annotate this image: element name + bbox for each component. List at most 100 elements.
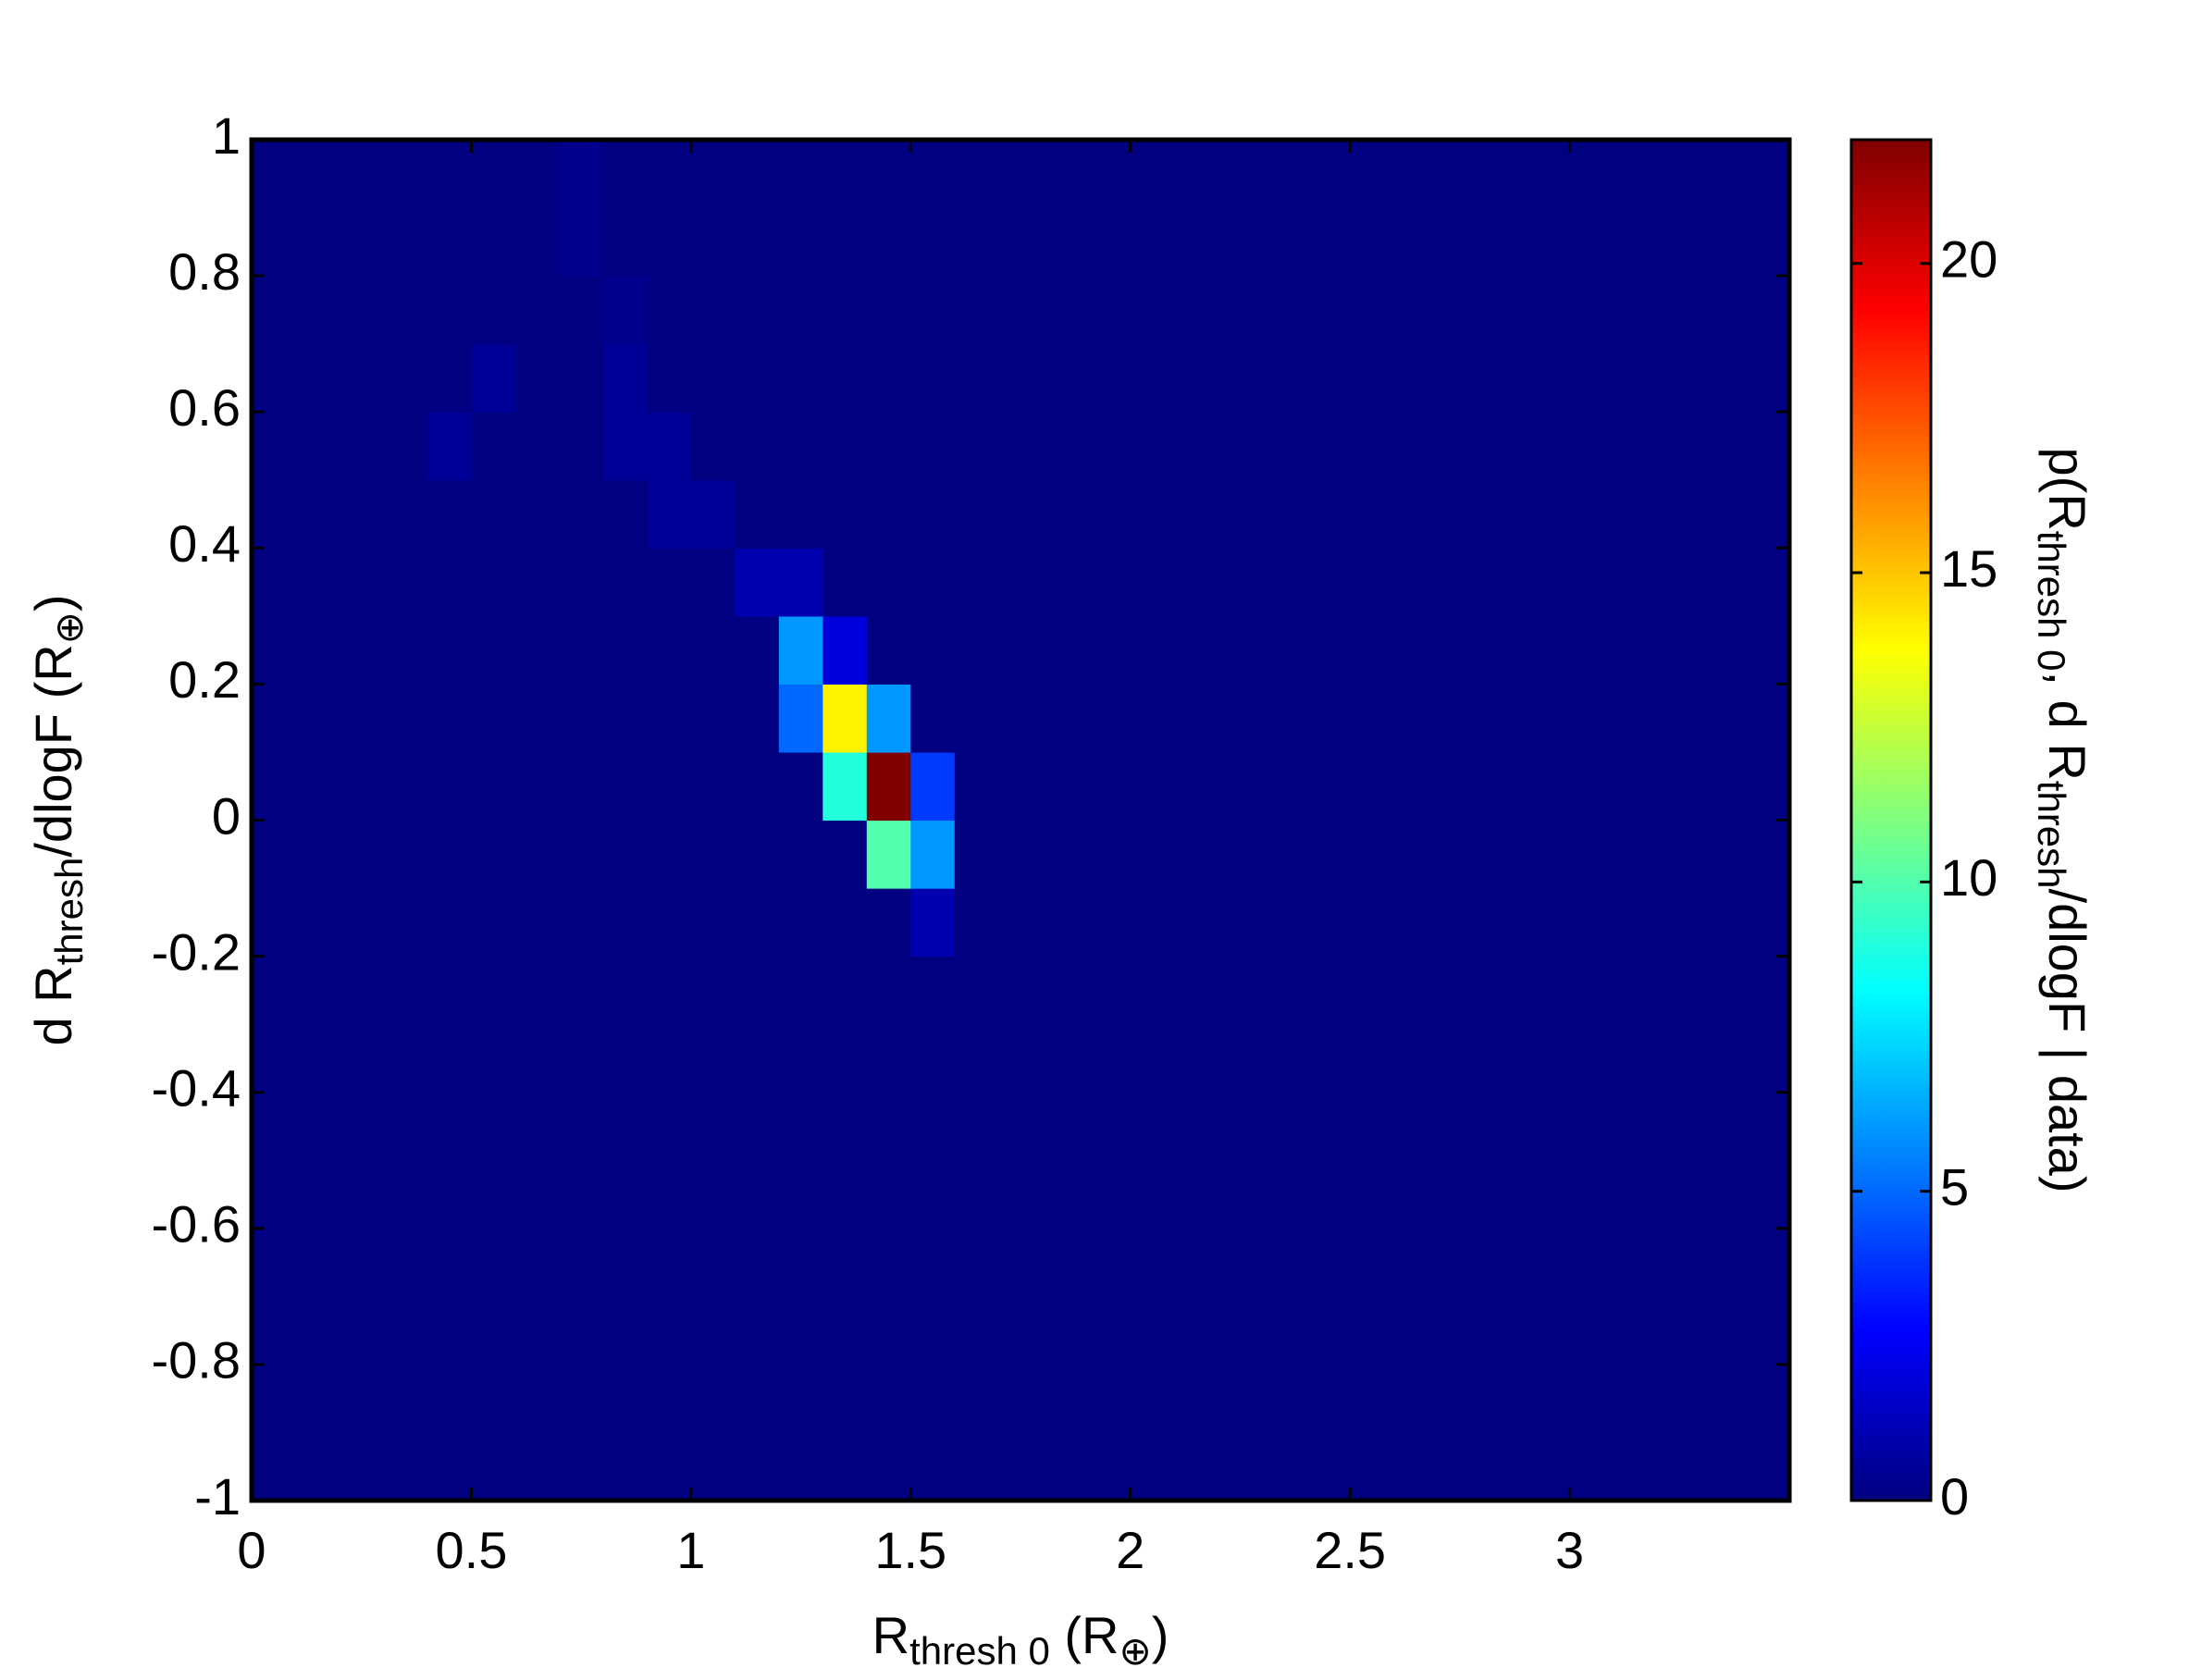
heatmap-cell bbox=[1569, 820, 1614, 889]
heatmap-cell bbox=[1174, 548, 1219, 617]
heatmap-cell bbox=[1657, 548, 1702, 617]
heatmap-cell bbox=[559, 1092, 604, 1161]
heatmap-cell bbox=[647, 207, 692, 277]
heatmap-cell bbox=[1130, 1364, 1175, 1434]
heatmap-cell bbox=[427, 343, 473, 413]
heatmap-cell bbox=[735, 751, 780, 821]
heatmap-cell bbox=[1130, 888, 1175, 957]
heatmap-cell bbox=[998, 820, 1044, 889]
heatmap-cell bbox=[910, 1092, 956, 1161]
heatmap-cell bbox=[471, 751, 516, 821]
heatmap-cell bbox=[1086, 1160, 1132, 1229]
heatmap-cell bbox=[1350, 1092, 1395, 1161]
heatmap-cell bbox=[1614, 343, 1659, 413]
heatmap-cell bbox=[1526, 343, 1571, 413]
heatmap-cell bbox=[1174, 276, 1219, 345]
colorbar-tick-label: 0 bbox=[1940, 1467, 1969, 1526]
heatmap-cell bbox=[339, 412, 385, 481]
heatmap-cell bbox=[1305, 412, 1351, 481]
heatmap-cell bbox=[1350, 1296, 1395, 1365]
heatmap-cell bbox=[1745, 1024, 1790, 1093]
colorbar-label-part: thresh bbox=[2030, 781, 2073, 889]
heatmap-cell bbox=[735, 479, 780, 549]
heatmap-cell bbox=[339, 1364, 385, 1434]
heatmap-cell bbox=[252, 479, 297, 549]
heatmap-cell bbox=[1262, 1024, 1307, 1093]
heatmap-cell bbox=[1350, 820, 1395, 889]
heatmap-cell bbox=[1701, 888, 1747, 957]
heatmap-cell bbox=[690, 207, 736, 277]
heatmap-cell bbox=[1174, 1024, 1219, 1093]
heatmap-cell bbox=[910, 207, 956, 277]
heatmap-cell bbox=[1130, 140, 1175, 209]
heatmap-cell bbox=[252, 820, 297, 889]
heatmap-cell bbox=[1218, 1296, 1263, 1365]
colorbar-label-part: thresh 0 bbox=[2030, 531, 2073, 672]
heatmap-cell bbox=[778, 548, 823, 617]
x-axis-label-part: ⊕ bbox=[1119, 1629, 1152, 1673]
heatmap-cell bbox=[252, 615, 297, 685]
y-tick-label: -0.4 bbox=[152, 1058, 241, 1117]
heatmap-cell bbox=[1438, 615, 1483, 685]
heatmap-cell bbox=[1438, 207, 1483, 277]
heatmap-cell bbox=[735, 615, 780, 685]
heatmap-cell bbox=[1086, 1092, 1132, 1161]
heatmap-cell bbox=[1262, 820, 1307, 889]
heatmap-cell bbox=[1657, 615, 1702, 685]
heatmap-cell bbox=[1569, 1092, 1614, 1161]
heatmap-cell bbox=[1218, 1092, 1263, 1161]
heatmap-cell bbox=[1350, 479, 1395, 549]
heatmap-cell bbox=[822, 140, 868, 209]
heatmap-cell bbox=[1657, 1432, 1702, 1501]
heatmap-cell bbox=[1305, 140, 1351, 209]
heatmap-cell bbox=[252, 207, 297, 277]
heatmap-cell bbox=[866, 548, 911, 617]
heatmap-cell bbox=[1657, 751, 1702, 821]
heatmap-cell bbox=[690, 615, 736, 685]
heatmap-cell bbox=[427, 751, 473, 821]
colorbar-tick-label: 10 bbox=[1940, 848, 1997, 907]
heatmap-cell bbox=[427, 684, 473, 753]
heatmap-cell bbox=[1569, 1296, 1614, 1365]
heatmap-cell bbox=[1526, 820, 1571, 889]
y-tick-label: -0.2 bbox=[152, 922, 241, 981]
heatmap-cell bbox=[778, 276, 823, 345]
heatmap-cell bbox=[1305, 1024, 1351, 1093]
heatmap-cell bbox=[1569, 751, 1614, 821]
heatmap-cell bbox=[998, 615, 1044, 685]
heatmap-cell bbox=[1701, 1092, 1747, 1161]
heatmap-cell bbox=[559, 140, 604, 209]
heatmap-cell bbox=[471, 412, 516, 481]
heatmap-cell bbox=[1042, 140, 1087, 209]
heatmap-cell bbox=[1614, 276, 1659, 345]
heatmap-cell bbox=[295, 1092, 340, 1161]
heatmap-cell bbox=[252, 412, 297, 481]
heatmap-cell bbox=[602, 343, 648, 413]
heatmap-cell bbox=[1481, 888, 1527, 957]
heatmap-cell bbox=[1701, 343, 1747, 413]
heatmap-cell bbox=[1569, 615, 1614, 685]
heatmap-cell bbox=[690, 548, 736, 617]
heatmap-cell bbox=[1481, 751, 1527, 821]
heatmap-cell bbox=[471, 1092, 516, 1161]
heatmap-cell bbox=[339, 684, 385, 753]
heatmap-cell bbox=[1305, 820, 1351, 889]
heatmap-cell bbox=[647, 412, 692, 481]
heatmap-cell bbox=[1218, 888, 1263, 957]
heatmap-cell bbox=[602, 820, 648, 889]
heatmap-cell bbox=[1262, 1160, 1307, 1229]
heatmap-cell bbox=[1218, 548, 1263, 617]
heatmap-cell bbox=[1438, 1092, 1483, 1161]
heatmap-cell bbox=[735, 1296, 780, 1365]
heatmap-cell bbox=[1086, 548, 1132, 617]
heatmap-cell bbox=[690, 956, 736, 1025]
heatmap-cell bbox=[514, 1024, 560, 1093]
heatmap-cell bbox=[1569, 479, 1614, 549]
heatmap-cell bbox=[1481, 479, 1527, 549]
heatmap-cell bbox=[910, 956, 956, 1025]
heatmap-cell bbox=[735, 1432, 780, 1501]
heatmap-cell bbox=[1745, 1092, 1790, 1161]
heatmap-cell bbox=[822, 1160, 868, 1229]
heatmap-cell bbox=[1481, 548, 1527, 617]
